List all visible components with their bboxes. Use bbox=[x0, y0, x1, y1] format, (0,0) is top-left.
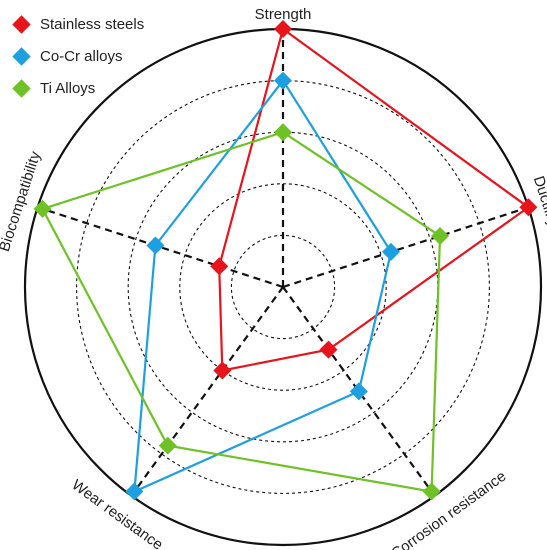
data-point bbox=[431, 226, 450, 245]
data-point bbox=[274, 20, 292, 38]
data-point bbox=[33, 199, 52, 218]
axis-spoke bbox=[282, 286, 436, 497]
diamond-icon bbox=[12, 14, 31, 34]
legend-item-ti-alloys: Ti Alloys bbox=[12, 72, 144, 104]
data-point bbox=[519, 198, 538, 217]
data-point bbox=[213, 361, 232, 380]
series-layer bbox=[33, 20, 538, 501]
data-point bbox=[146, 236, 165, 255]
axis-label: Biocompatibility bbox=[0, 149, 44, 254]
series-group bbox=[125, 71, 400, 501]
legend-item-stainless-steels: Stainless steels bbox=[12, 8, 144, 40]
data-point bbox=[381, 242, 400, 261]
data-point bbox=[125, 482, 144, 501]
series-group bbox=[33, 123, 450, 501]
axis-label: Corrosion resistance bbox=[388, 468, 509, 550]
legend-label: Co-Cr alloys bbox=[40, 47, 123, 65]
data-point bbox=[274, 123, 292, 142]
data-point bbox=[422, 482, 441, 501]
axis-label: Strength bbox=[255, 6, 312, 23]
data-point bbox=[210, 257, 229, 276]
data-point bbox=[274, 71, 292, 90]
radar-spokes bbox=[37, 29, 529, 497]
diamond-icon bbox=[12, 46, 31, 66]
axis-spoke bbox=[37, 206, 284, 289]
series-line bbox=[218, 27, 531, 372]
series-group bbox=[210, 20, 538, 380]
series-line bbox=[40, 130, 442, 493]
data-point bbox=[349, 382, 368, 401]
data-point bbox=[158, 436, 177, 455]
axis-spoke bbox=[130, 286, 284, 497]
diamond-icon bbox=[12, 78, 31, 98]
axis-spoke bbox=[282, 206, 529, 289]
grid-ring bbox=[179, 183, 387, 391]
legend-item-co-cr-alloys: Co-Cr alloys bbox=[12, 40, 144, 72]
series-line bbox=[133, 78, 393, 494]
legend-label: Ti Alloys bbox=[40, 79, 96, 97]
legend: Stainless steels Co-Cr alloys Ti Alloys bbox=[12, 8, 144, 104]
data-point bbox=[319, 340, 338, 359]
legend-label: Stainless steels bbox=[40, 15, 145, 33]
axis-label: Wear resistance bbox=[69, 476, 166, 550]
